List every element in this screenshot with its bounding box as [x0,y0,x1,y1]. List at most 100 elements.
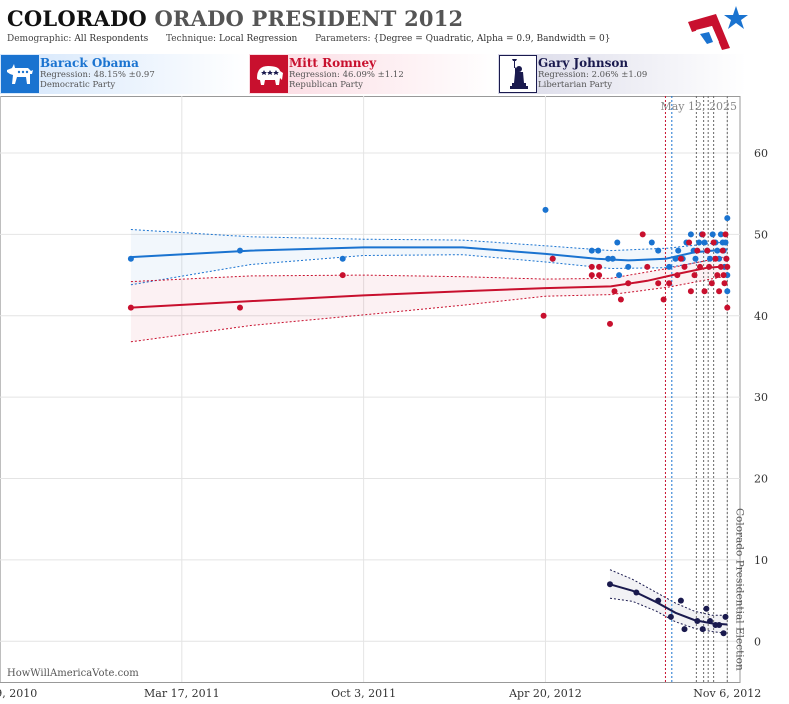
confidence-band [130,229,728,285]
donkey-icon [1,55,39,93]
poll-point [722,231,729,238]
elephant-icon [250,55,288,93]
poll-point [677,255,684,262]
poll-point [625,280,632,287]
confidence-lower-line [130,254,728,286]
candidate-legend: Barack Obama Regression: 48.15% ±0.97 De… [0,54,789,94]
poll-point [719,247,726,254]
y-tick-label: 50 [754,228,768,241]
meta-value-parameters: {Degree = Quadratic, Alpha = 0.9, Bandwi… [373,34,611,44]
poll-point [706,263,713,270]
candidate-card-johnson: Gary Johnson Regression: 2.06% ±1.09 Lib… [498,54,746,94]
candidate-name: Gary Johnson [538,56,629,70]
poll-point [666,263,673,270]
poll-point [588,272,595,279]
regression-trend-line [609,583,728,626]
confidence-band [130,256,728,342]
y-tick-label: 10 [754,554,768,567]
candidate-party: Democratic Party [40,80,116,90]
poll-point [655,280,662,287]
poll-point [667,613,674,620]
poll-point [588,263,595,270]
poll-point [687,231,694,238]
poll-point [724,263,731,270]
poll-point [596,272,603,279]
poll-point [694,247,701,254]
y-tick-label: 20 [754,473,768,486]
poll-point [542,206,549,213]
poll-point [611,288,618,295]
poll-point [655,247,662,254]
poll-point [660,296,667,303]
poll-point [717,231,724,238]
poll-point [694,618,701,624]
poll-point [720,630,727,637]
poll-point [717,263,724,270]
poll-point [724,304,731,311]
poll-point [722,239,729,246]
poll-point [721,280,728,287]
x-tick-label: Nov 6, 2012 [693,687,761,700]
poll-point [697,263,703,270]
candidate-name: Barack Obama [40,56,139,70]
election-event-label: Colorado Presidential Election [733,508,745,671]
poll-point [605,255,612,262]
meta-key-demographic: Demographic: [7,34,72,44]
poll-point [607,581,613,588]
poll-point [704,247,711,254]
x-tick-label: Oct 3, 2011 [331,687,396,700]
poll-point [707,255,713,262]
candidate-regression: Regression: 2.06% ±1.09 [538,70,648,80]
x-tick-label: Mar 17, 2011 [144,687,220,700]
poll-point [687,288,694,295]
poll-point [681,263,688,270]
meta-key-parameters: Parameters: [315,34,371,44]
confidence-band [610,569,728,634]
poll-point [625,263,632,270]
poll-point [617,296,624,303]
confidence-lower-line [609,597,728,634]
y-tick-label: 0 [754,635,761,648]
regression-trend-line [130,265,728,309]
poll-point [672,255,679,262]
poll-point [639,231,646,238]
poll-point [616,272,623,279]
poll-point [607,320,613,327]
candidate-name: Mitt Romney [289,56,377,70]
y-tick-label: 40 [754,310,768,323]
poll-point [609,255,616,262]
poll-point [655,597,662,604]
candidate-card-romney: Mitt Romney Regression: 46.09% ±1.12 Rep… [249,54,497,94]
poll-point [339,255,346,262]
header: COLORADO ORADO PRESIDENT 2012 Demographi… [0,0,789,52]
poll-point [707,618,713,624]
poll-point [549,255,556,262]
statue-of-liberty-icon [499,55,537,93]
poll-point [724,288,731,295]
x-tick-label: Apr 20, 2012 [508,687,582,700]
poll-point [127,304,134,311]
poll-point [339,272,346,279]
poll-point [675,247,682,254]
poll-point [614,239,621,246]
poll-point [716,288,723,295]
poll-point [716,622,723,628]
poll-point [722,613,729,620]
poll-chart: 0 10 20 30 40 50 60 Aug 29, 2010 Mar 17, 2011 Oct… [0,96,768,700]
poll-point [588,247,595,254]
poll-point [709,231,716,238]
chart-parameters: Demographic: All Respondents Technique: … [7,34,610,44]
meta-value-demographic: All Respondents [74,34,149,44]
confidence-upper-line [130,255,728,283]
poll-point [237,304,243,311]
poll-point [644,263,651,270]
poll-point [666,280,673,287]
poll-point [677,597,684,604]
poll-point [710,239,717,246]
poll-point [720,272,727,279]
poll-point [674,272,681,279]
poll-point [714,272,721,279]
flag-star-logo-icon [688,6,748,50]
poll-point [701,239,708,246]
poll-point [714,247,721,254]
